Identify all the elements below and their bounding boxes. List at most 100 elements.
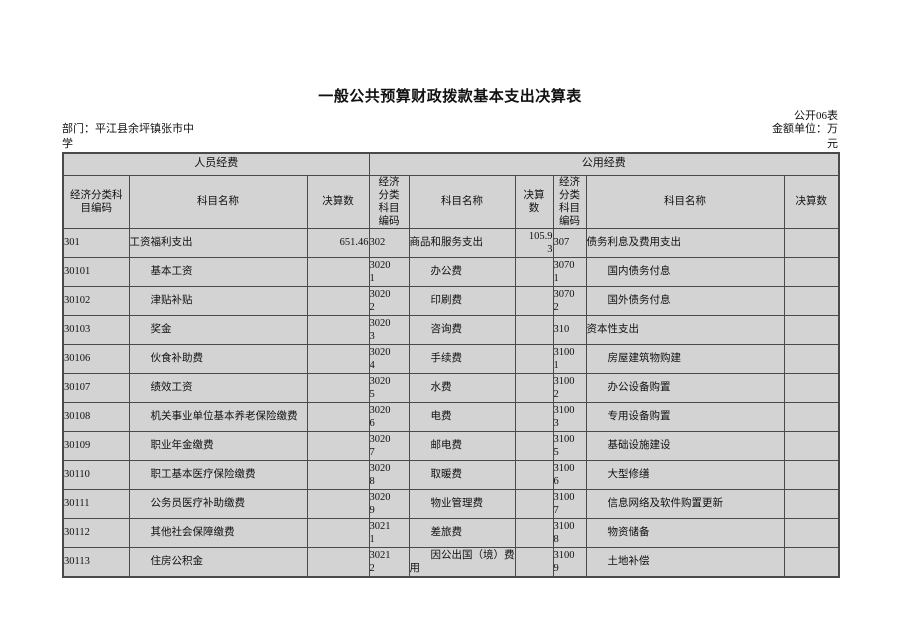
subject-name-text: 手续费 xyxy=(430,353,463,365)
subject-name-text: 债务利息及费用支出 xyxy=(586,237,682,249)
subject-name-cell: 工资福利支出 xyxy=(128,228,308,258)
final-amount-cell xyxy=(306,489,370,519)
subject-code-cell: 302 xyxy=(368,228,410,258)
table-row: 30112 其他社会保障缴费 30211 差旅费 31008 物资储备 xyxy=(62,518,840,548)
table-row: 30103 奖金 30203 咨询费 310 资本性支出 xyxy=(62,315,840,345)
subject-code-text: 31005 xyxy=(553,433,575,458)
subject-code-cell: 30102 xyxy=(62,286,130,316)
subject-name-cell: 住房公积金 xyxy=(128,547,308,577)
subject-name-text: 伙食补助费 xyxy=(150,353,204,365)
subject-code-text: 30108 xyxy=(64,411,91,423)
final-amount-cell xyxy=(514,402,554,432)
subject-name-text: 因公出国（境）费用 xyxy=(409,549,515,574)
subject-code-cell: 30209 xyxy=(368,489,410,519)
column-header-row: 经济分类科目编码 科目名称 决算数 经济分类科目编码 科目名称 决算数 经济分类… xyxy=(62,174,840,229)
subject-name-text: 商品和服务支出 xyxy=(409,237,484,249)
subject-code-cell: 30106 xyxy=(62,344,130,374)
subject-name-cell: 手续费 xyxy=(408,344,516,374)
subject-name-cell: 水费 xyxy=(408,373,516,403)
subject-name-cell: 商品和服务支出 xyxy=(408,228,516,258)
subject-name-cell: 办公设备购置 xyxy=(585,373,785,403)
subject-code-text: 31009 xyxy=(553,549,575,574)
final-amount-cell xyxy=(514,315,554,345)
subject-name-text: 物业管理费 xyxy=(430,498,484,510)
subject-name-cell: 奖金 xyxy=(128,315,308,345)
final-amount-cell xyxy=(306,257,370,287)
subject-code-cell: 30110 xyxy=(62,460,130,490)
header-text: 经济分类科目编码 xyxy=(559,176,581,227)
subject-code-cell: 30211 xyxy=(368,518,410,548)
subject-code-text: 30201 xyxy=(369,259,391,284)
subject-name-cell: 国外债务付息 xyxy=(585,286,785,316)
final-amount-cell xyxy=(783,402,840,432)
subject-code-text: 30111 xyxy=(64,498,90,510)
subject-name-text: 取暖费 xyxy=(430,469,463,481)
subject-code-text: 30207 xyxy=(369,433,391,458)
subject-code-text: 310 xyxy=(553,324,570,336)
final-amount-cell: 651.46 xyxy=(306,228,370,258)
subject-code-cell: 30204 xyxy=(368,344,410,374)
subject-name-text: 职业年金缴费 xyxy=(150,440,214,452)
header-text: 决算数 xyxy=(322,196,354,208)
subject-name-cell: 债务利息及费用支出 xyxy=(585,228,785,258)
subject-name-cell: 伙食补助费 xyxy=(128,344,308,374)
table-row: 30110 职工基本医疗保险缴费 30208 取暖费 31006 大型修缮 xyxy=(62,460,840,490)
subject-code-cell: 30111 xyxy=(62,489,130,519)
subject-name-text: 咨询费 xyxy=(430,324,463,336)
final-amount-text: 651.46 xyxy=(339,237,369,249)
subject-name-cell: 土地补偿 xyxy=(585,547,785,577)
subject-code-cell: 30112 xyxy=(62,518,130,548)
subject-code-cell: 31001 xyxy=(552,344,587,374)
subject-code-cell: 301 xyxy=(62,228,130,258)
amount-unit-label: 金额单位：万元 xyxy=(772,123,838,151)
final-amount-cell xyxy=(306,373,370,403)
sheet-code-label: 公开06表 xyxy=(794,110,838,122)
subject-name-cell: 物业管理费 xyxy=(408,489,516,519)
subject-code-text: 30211 xyxy=(369,520,391,545)
group-personnel-funds-header: 人员经费 xyxy=(62,152,370,176)
final-amount-cell xyxy=(783,257,840,287)
final-amount-cell xyxy=(514,373,554,403)
header-text: 科目名称 xyxy=(441,196,484,208)
final-amount-cell xyxy=(306,547,370,577)
subject-name-text: 奖金 xyxy=(150,324,172,336)
subject-code-text: 301 xyxy=(64,237,80,249)
subject-name-cell: 办公费 xyxy=(408,257,516,287)
subject-name-text: 大型修缮 xyxy=(607,469,650,481)
subject-code-cell: 31006 xyxy=(552,460,587,490)
subject-name-cell: 基本工资 xyxy=(128,257,308,287)
subject-code-text: 30208 xyxy=(369,462,391,487)
subject-code-cell: 31005 xyxy=(552,431,587,461)
subject-name-cell: 邮电费 xyxy=(408,431,516,461)
final-amount-cell xyxy=(783,286,840,316)
subject-code-cell: 30108 xyxy=(62,402,130,432)
subject-name-text: 水费 xyxy=(430,382,452,394)
department-label: 部门：平江县余坪镇张市中学 xyxy=(62,123,194,151)
header-subject-code-3: 经济分类科目编码 xyxy=(552,174,587,229)
subject-code-cell: 30203 xyxy=(368,315,410,345)
subject-code-cell: 30205 xyxy=(368,373,410,403)
subject-code-text: 30204 xyxy=(369,346,391,371)
subject-code-text: 30205 xyxy=(369,375,391,400)
subject-name-text: 基础设施建设 xyxy=(607,440,671,452)
subject-code-cell: 30107 xyxy=(62,373,130,403)
subject-name-cell: 差旅费 xyxy=(408,518,516,548)
subject-name-cell: 公务员医疗补助缴费 xyxy=(128,489,308,519)
subject-code-text: 30103 xyxy=(64,324,91,336)
subject-name-cell: 国内债务付息 xyxy=(585,257,785,287)
subject-name-cell: 印刷费 xyxy=(408,286,516,316)
subject-code-cell: 310 xyxy=(552,315,587,345)
header-text: 经济分类科目编码 xyxy=(378,176,400,227)
subject-name-cell: 咨询费 xyxy=(408,315,516,345)
subject-code-cell: 30109 xyxy=(62,431,130,461)
page-title: 一般公共预算财政拨款基本支出决算表 xyxy=(318,89,582,105)
subject-code-text: 30202 xyxy=(369,288,391,313)
header-text: 科目名称 xyxy=(664,196,707,208)
group-public-funds-header: 公用经费 xyxy=(368,152,840,176)
subject-name-cell: 职工基本医疗保险缴费 xyxy=(128,460,308,490)
final-amount-cell xyxy=(306,344,370,374)
subject-code-text: 30101 xyxy=(64,266,91,278)
subject-code-text: 30112 xyxy=(64,527,90,539)
subject-code-cell: 30206 xyxy=(368,402,410,432)
final-amount-cell xyxy=(783,431,840,461)
